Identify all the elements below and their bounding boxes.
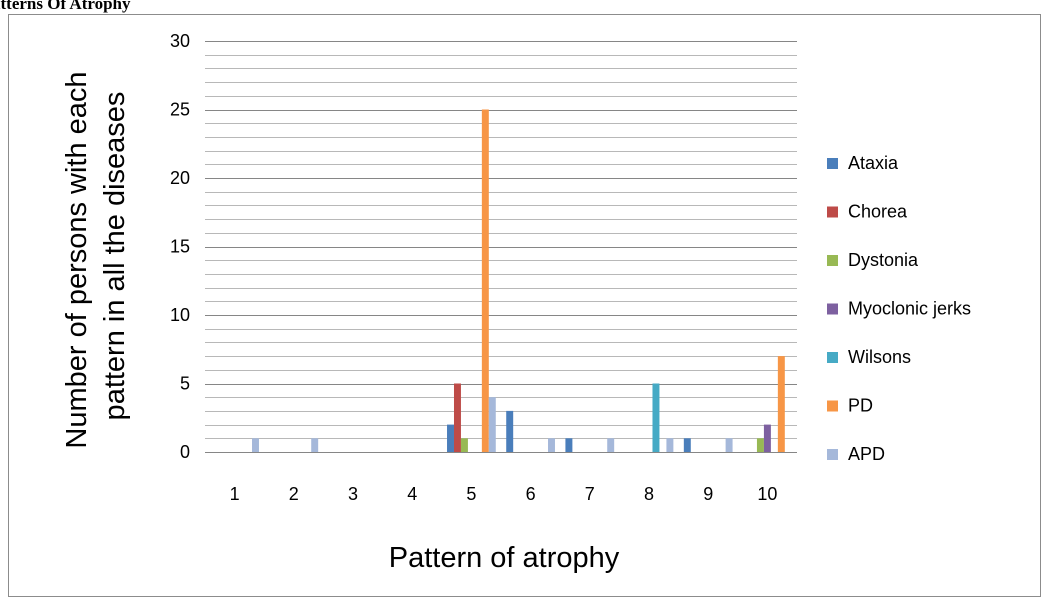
- legend-label: PD: [848, 396, 873, 416]
- y-axis-title-line-1: Number of persons with each: [61, 71, 93, 448]
- y-tick-label: 25: [170, 100, 190, 120]
- bar-apd: [725, 438, 733, 452]
- legend-swatch: [827, 400, 838, 412]
- y-axis-title: Number of persons with each pattern in a…: [61, 63, 131, 448]
- legend-swatch: [827, 352, 838, 363]
- legend-label: Ataxia: [848, 153, 899, 173]
- legend-label: Chorea: [848, 202, 908, 222]
- x-tick-label: 5: [466, 484, 476, 504]
- x-tick-label: 9: [703, 484, 713, 504]
- bar-apd: [666, 438, 674, 452]
- legend-swatch: [827, 449, 838, 460]
- bar-ataxia: [447, 424, 454, 452]
- legend-label: Dystonia: [848, 250, 919, 270]
- y-tick-label: 20: [170, 168, 190, 188]
- bars: [252, 109, 785, 452]
- legend-swatch: [827, 206, 838, 218]
- x-tick-label: 7: [585, 484, 595, 504]
- legend-swatch: [827, 303, 838, 315]
- bar-myoclonic-jerks: [763, 424, 771, 452]
- x-tick-label: 2: [289, 484, 299, 504]
- x-tick-label: 4: [407, 484, 417, 504]
- y-tick-label: 5: [180, 374, 190, 394]
- legend-label: Wilsons: [848, 347, 911, 367]
- y-axis-title-line-2: pattern in all the diseases: [99, 92, 131, 421]
- bar-apd: [252, 438, 259, 452]
- x-tick-label: 3: [348, 484, 358, 504]
- bar-apd: [607, 438, 615, 452]
- y-axis-ticks: 0 5 10 15 20 25 30: [170, 31, 190, 462]
- x-tick-label: 10: [757, 484, 777, 504]
- x-axis-title: Pattern of atrophy: [389, 542, 620, 574]
- gridlines: [205, 41, 797, 439]
- x-tick-label: 8: [644, 484, 654, 504]
- x-tick-label: 1: [230, 484, 240, 504]
- y-tick-label: 15: [170, 237, 190, 257]
- x-axis-ticks: 1 2 3 4 5 6 7 8 9 10: [230, 484, 778, 504]
- bar-chorea: [453, 383, 461, 452]
- legend: Ataxia Chorea Dystonia Myoclonic jerks Wilso…: [827, 153, 971, 464]
- chart-frame: [8, 14, 1041, 597]
- y-tick-label: 30: [170, 31, 190, 51]
- bar-ataxia: [565, 438, 573, 452]
- bar-ataxia: [683, 438, 691, 452]
- bar-pd: [777, 356, 785, 452]
- bar-pd: [481, 109, 489, 452]
- bar-wilsons: [652, 383, 660, 452]
- legend-label: APD: [848, 444, 885, 464]
- legend-label: Myoclonic jerks: [848, 299, 971, 319]
- legend-swatch: [827, 158, 838, 169]
- y-tick-label: 10: [170, 305, 190, 325]
- y-tick-label: 0: [180, 442, 190, 462]
- bar-apd: [548, 438, 555, 452]
- bar-apd: [311, 438, 319, 452]
- legend-swatch: [827, 255, 838, 266]
- x-tick-label: 6: [526, 484, 536, 504]
- bar-dystonia: [460, 438, 468, 452]
- bar-apd: [488, 397, 496, 452]
- bar-dystonia: [756, 438, 764, 452]
- figure-heading: atterns Of Atrophy: [0, 0, 131, 13]
- bar-ataxia: [506, 410, 514, 452]
